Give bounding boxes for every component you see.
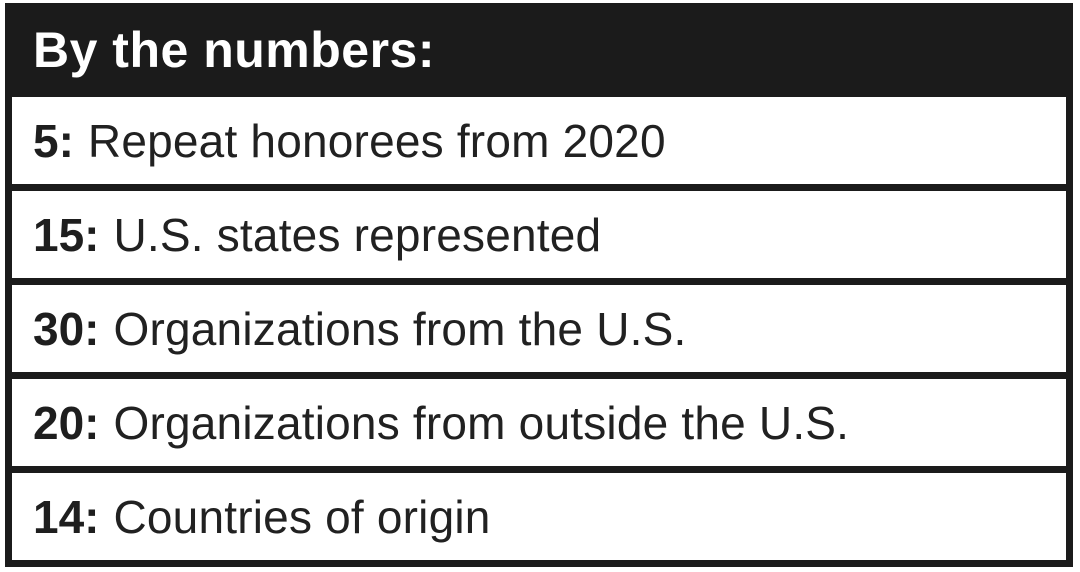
stat-label: Countries of origin: [113, 490, 491, 543]
table-row: 30: Organizations from the U.S.: [12, 285, 1066, 372]
table-title: By the numbers:: [33, 22, 436, 78]
stat-value: 30:: [33, 302, 100, 355]
table-row: 15: U.S. states represented: [12, 191, 1066, 278]
stat-value: 14:: [33, 490, 100, 543]
table-row: 5: Repeat honorees from 2020: [12, 97, 1066, 184]
stat-label: U.S. states represented: [113, 208, 602, 261]
stat-value: 20:: [33, 396, 100, 449]
stat-label: Organizations from the U.S.: [113, 302, 687, 355]
stat-value: 15:: [33, 208, 100, 261]
table-header: By the numbers:: [5, 3, 1073, 97]
table-row: 14: Countries of origin: [12, 473, 1066, 560]
stat-label: Organizations from outside the U.S.: [113, 396, 850, 449]
by-the-numbers-table: By the numbers: 5: Repeat honorees from …: [5, 3, 1073, 567]
table-row: 20: Organizations from outside the U.S.: [12, 379, 1066, 466]
stat-label: Repeat honorees from 2020: [87, 114, 666, 167]
table-rows: 5: Repeat honorees from 2020 15: U.S. st…: [5, 97, 1073, 567]
stat-value: 5:: [33, 114, 74, 167]
